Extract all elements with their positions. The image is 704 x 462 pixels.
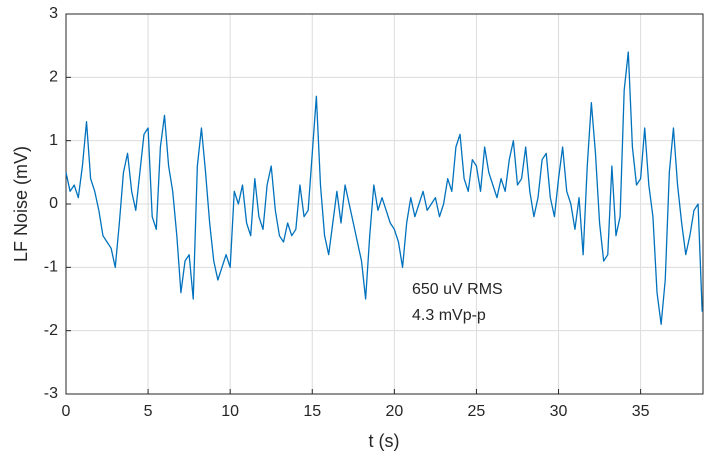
data-line [65,51,703,325]
x-tick-label: 20 [385,403,403,420]
x-tick-label: 15 [303,403,321,420]
y-tick-label: 0 [49,195,58,212]
y-tick-label: -2 [44,322,58,339]
y-tick-label: 1 [49,132,58,149]
y-axis-label: LF Noise (mV) [11,146,31,262]
y-tick-label: 2 [49,69,58,86]
x-tick-label: 10 [221,403,239,420]
x-tick-label: 25 [468,403,486,420]
y-tick-label: 3 [49,5,58,22]
y-tick-label: -1 [44,259,58,276]
x-tick-label: 35 [632,403,650,420]
x-axis-label: t (s) [369,431,400,451]
x-tick-label: 5 [144,403,153,420]
annotation: 4.3 mVp-p [412,307,486,324]
y-tick-label: -3 [44,385,58,402]
annotation: 650 uV RMS [412,281,503,298]
x-tick-label: 30 [550,403,568,420]
x-tick-label: 0 [62,403,71,420]
plot-frame [65,13,704,395]
